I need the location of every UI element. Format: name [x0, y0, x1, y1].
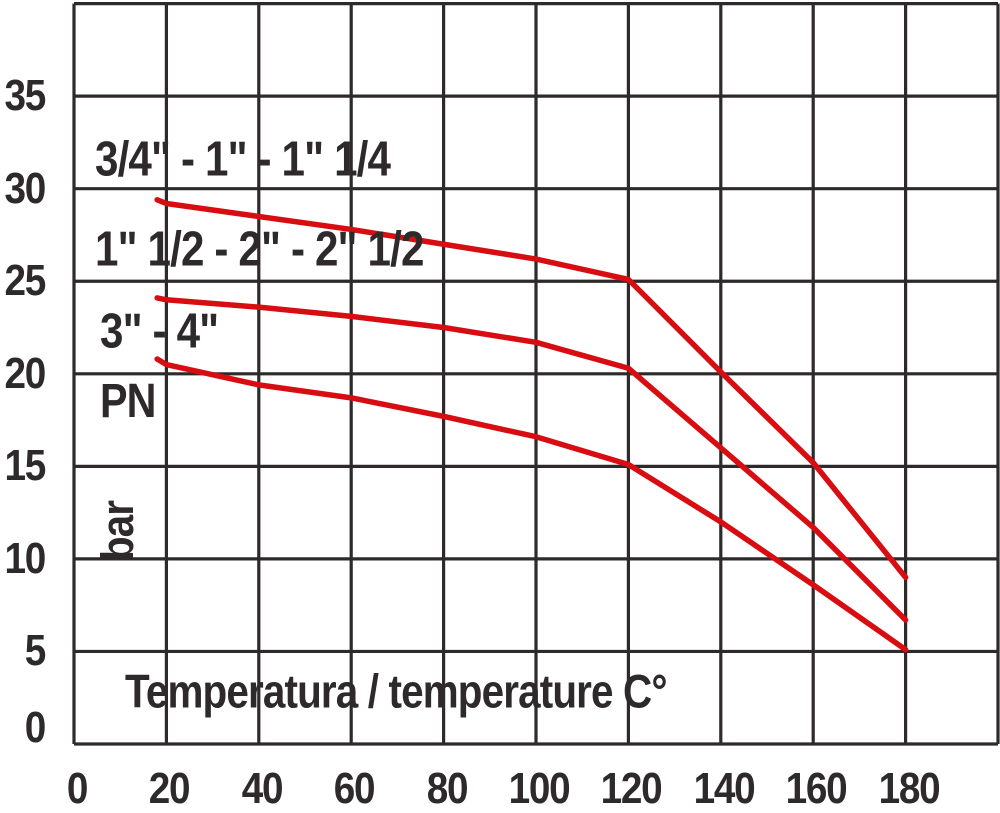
x-tick-label-160: 160 — [785, 764, 848, 813]
x-tick-label-120: 120 — [601, 764, 663, 813]
x-tick-label-40: 40 — [241, 764, 284, 813]
y-axis-unit-bar: bar — [91, 500, 143, 562]
y-tick-label-0: 0 — [24, 703, 47, 752]
y-tick-label-30: 30 — [4, 163, 47, 213]
y-tick-label-5: 5 — [24, 626, 47, 676]
y-tick-label-35: 35 — [4, 71, 47, 121]
series-label-small-sizes: 3/4" - 1" - 1" 1/4 — [95, 132, 391, 187]
rating-curves — [154, 197, 909, 653]
x-tick-label-100: 100 — [508, 764, 571, 813]
x-tick-label-60: 60 — [333, 764, 376, 813]
y-tick-label-15: 15 — [4, 441, 47, 491]
x-tick-label-80: 80 — [426, 764, 468, 813]
x-tick-label-20: 20 — [149, 764, 191, 813]
y-tick-label-25: 25 — [4, 256, 47, 306]
x-axis-title: Temperatura / temperature C° — [125, 664, 668, 718]
x-tick-label-0: 0 — [66, 764, 89, 813]
y-tick-label-10: 10 — [4, 533, 47, 583]
x-tick-label-180: 180 — [878, 764, 940, 813]
series-label-medium-sizes: 1" 1/2 - 2" - 2" 1/2 — [95, 222, 424, 277]
series-label-large-sizes: 3" - 4" — [100, 304, 219, 359]
curve-series-2 — [154, 356, 909, 653]
x-tick-label-140: 140 — [693, 764, 755, 813]
curve-series-0 — [154, 197, 909, 581]
curve-series-1 — [154, 295, 909, 623]
y-axis-title-pn: PN — [100, 375, 156, 428]
y-tick-label-20: 20 — [4, 348, 47, 398]
